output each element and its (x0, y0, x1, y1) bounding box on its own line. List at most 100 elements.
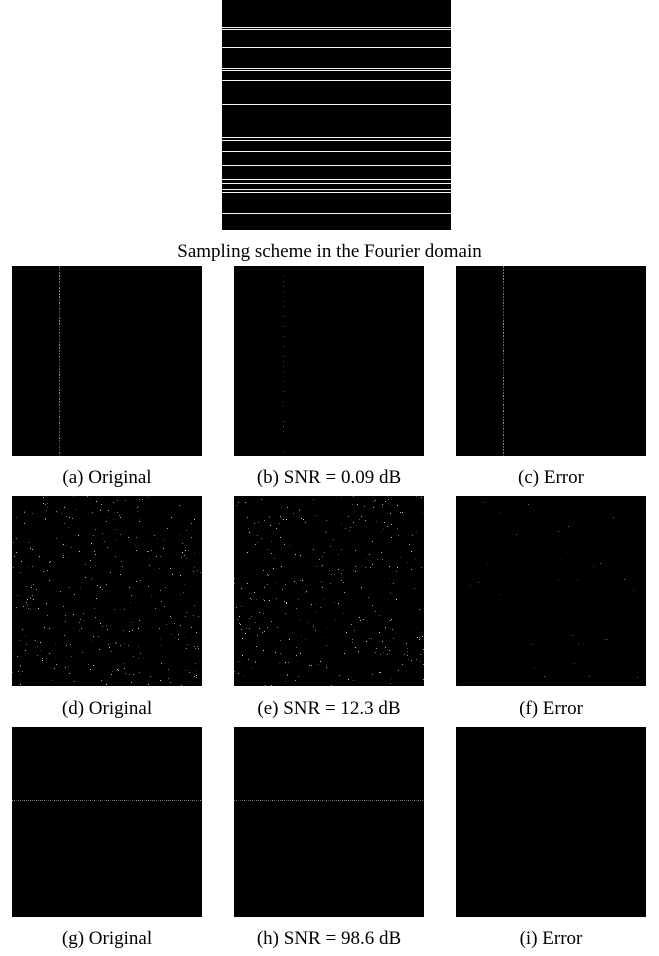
image-pixel (395, 633, 396, 634)
image-pixel (296, 647, 297, 648)
image-pixel (185, 547, 186, 548)
image-pixel (59, 317, 60, 319)
image-pixel (139, 620, 140, 621)
image-pixel (110, 800, 111, 801)
image-pixel (409, 544, 410, 545)
image-pixel (142, 800, 143, 801)
image-pixel (316, 604, 317, 605)
image-pixel (577, 580, 578, 581)
image-pixel (250, 598, 251, 599)
image-pixel (120, 574, 121, 575)
image-pixel (102, 589, 103, 590)
image-pixel (503, 341, 504, 343)
image-pixel (346, 800, 347, 801)
image-pixel (583, 644, 584, 645)
sampling-line (222, 29, 451, 30)
image-pixel (191, 537, 192, 538)
image-pixel (251, 667, 252, 668)
image-pixel (322, 565, 323, 566)
image-pixel (83, 620, 84, 621)
image-pixel (407, 648, 408, 649)
image-pixel (66, 516, 67, 517)
image-pixel (116, 800, 117, 801)
image-pixel (339, 675, 340, 676)
image-pixel (325, 531, 326, 532)
image-pixel (118, 800, 119, 801)
image-pixel (372, 674, 373, 675)
image-pixel (304, 800, 305, 801)
image-pixel (59, 452, 60, 454)
image-pixel (184, 584, 185, 585)
image-pixel (59, 371, 60, 373)
image-pixel (106, 684, 107, 685)
image-pixel (503, 311, 504, 313)
image-pixel (345, 528, 346, 529)
image-pixel (418, 800, 419, 801)
image-pixel (370, 567, 371, 568)
image-pixel (130, 602, 131, 603)
image-pixel (257, 535, 258, 536)
image-pixel (25, 635, 26, 636)
image-pixel (59, 344, 60, 346)
image-pixel (341, 497, 342, 498)
image-pixel (180, 625, 181, 626)
image-pixel (271, 685, 272, 686)
image-pixel (168, 800, 169, 801)
image-pixel (396, 599, 397, 600)
image-pixel (238, 661, 239, 662)
image-pixel (365, 567, 366, 568)
image-pixel (59, 386, 60, 388)
image-pixel (558, 579, 559, 580)
image-pixel (369, 638, 370, 639)
image-pixel (234, 583, 235, 584)
image-pixel (168, 678, 169, 679)
image-pixel (22, 800, 23, 801)
image-pixel (56, 664, 57, 665)
image-pixel (261, 538, 262, 539)
image-pixel (374, 800, 375, 801)
image-pixel (385, 647, 386, 648)
image-pixel (331, 574, 332, 575)
image-pixel (16, 517, 17, 518)
sampling-line (222, 27, 451, 28)
image-pixel (184, 800, 185, 801)
image-pixel (200, 800, 201, 801)
caption-e: (e) SNR = 12.3 dB (257, 698, 401, 719)
image-pixel (369, 554, 370, 555)
image-pixel (285, 662, 286, 663)
image-pixel (32, 800, 33, 801)
image-pixel (59, 335, 60, 337)
image-pixel (96, 800, 97, 801)
image-pixel (270, 525, 271, 526)
image-pixel (93, 636, 94, 637)
image-pixel (503, 353, 504, 355)
image-pixel (59, 350, 60, 352)
image-pixel (140, 580, 141, 581)
image-pixel (37, 655, 38, 656)
image-pixel (503, 335, 504, 337)
image-pixel (406, 643, 407, 644)
image-pixel (343, 582, 344, 583)
image-pixel (313, 499, 314, 500)
image-pixel (486, 646, 487, 647)
image-pixel (40, 650, 41, 651)
image-pixel (140, 653, 141, 654)
image-pixel (503, 389, 504, 391)
image-pixel (187, 644, 188, 645)
image-pixel (111, 674, 112, 675)
image-pixel (380, 800, 381, 801)
image-pixel (90, 567, 91, 568)
panel-h-plot (234, 800, 423, 801)
image-pixel (322, 637, 323, 638)
image-pixel (326, 532, 327, 533)
image-pixel (59, 275, 60, 277)
image-pixel (20, 666, 21, 667)
image-pixel (146, 800, 147, 801)
image-pixel (400, 512, 401, 513)
image-pixel (69, 587, 70, 588)
image-pixel (234, 578, 235, 579)
image-pixel (381, 522, 382, 523)
image-pixel (289, 545, 290, 546)
image-pixel (296, 655, 297, 656)
image-pixel (156, 556, 157, 557)
